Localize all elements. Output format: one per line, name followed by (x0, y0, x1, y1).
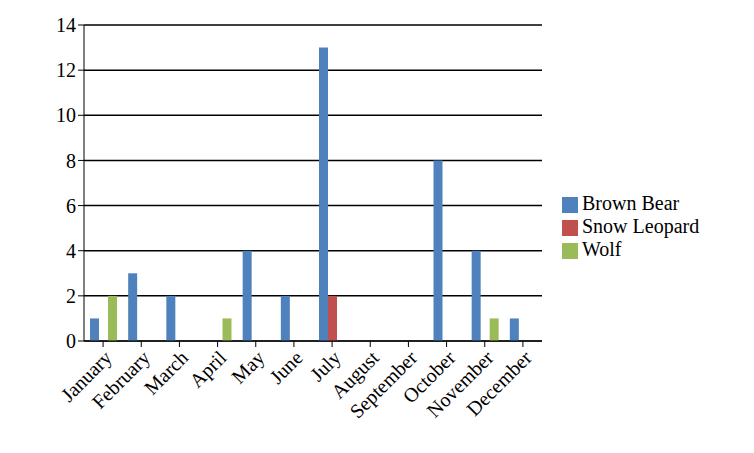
svg-text:12: 12 (56, 59, 76, 81)
svg-text:2: 2 (66, 285, 76, 307)
html-text:Brown Bear: Brown Bear (582, 192, 680, 214)
svg-text:8: 8 (66, 150, 76, 172)
svg-text:6: 6 (66, 195, 76, 217)
svg-text:10: 10 (56, 104, 76, 126)
html-text:Wolf: Wolf (582, 238, 622, 260)
svg-text:August: August (326, 346, 384, 403)
svg-text:July: July (305, 346, 345, 386)
svg-text:March: March (140, 346, 192, 398)
svg-text:February: February (87, 346, 155, 413)
svg-text:November: November (422, 346, 498, 422)
svg-text:December: December (462, 346, 536, 420)
svg-text:September: September (345, 346, 422, 423)
svg-text:October: October (398, 346, 460, 408)
svg-text:0: 0 (66, 330, 76, 352)
svg-text:April: April (185, 346, 231, 392)
html-text:Snow Leopard: Snow Leopard (582, 215, 700, 237)
svg-text:4: 4 (66, 240, 76, 262)
svg-text:14: 14 (56, 14, 76, 36)
svg-text:January: January (56, 346, 116, 406)
svg-text:June: June (265, 346, 307, 388)
svg-text:May: May (227, 346, 269, 388)
